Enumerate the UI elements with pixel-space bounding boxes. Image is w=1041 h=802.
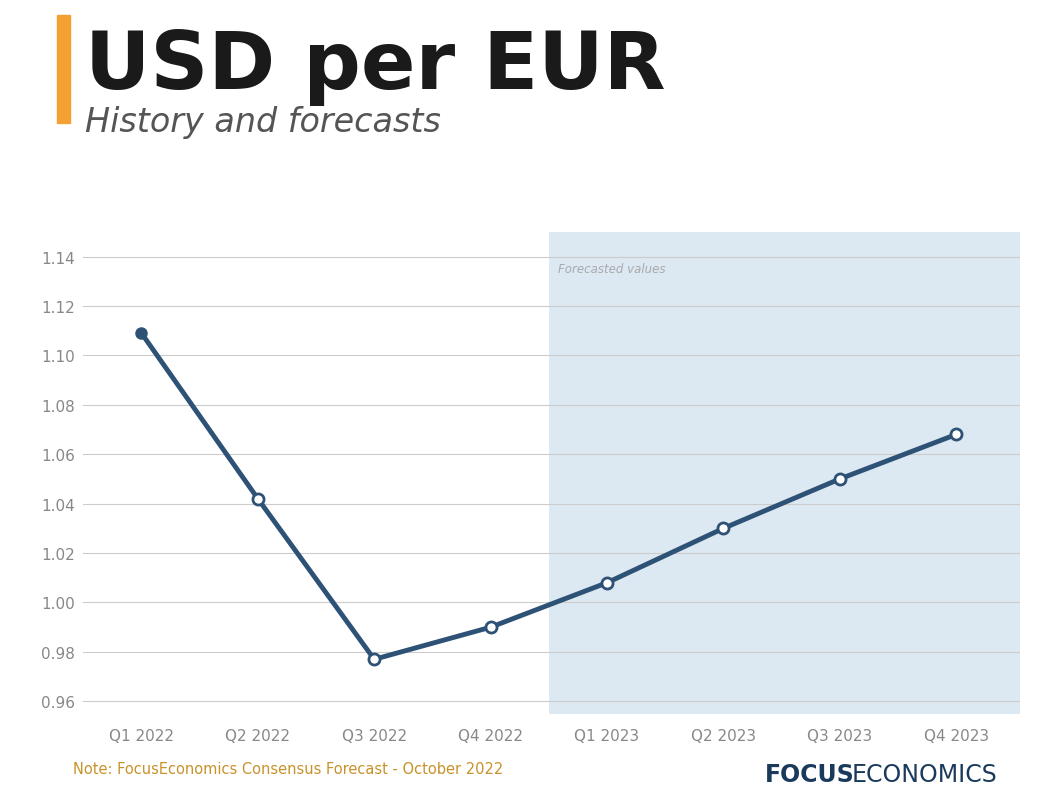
Text: Forecasted values: Forecasted values [558,262,665,275]
Text: FOCUS: FOCUS [765,762,855,786]
Text: History and forecasts: History and forecasts [85,106,441,139]
Bar [549,233,1020,714]
Text: Note: FocusEconomics Consensus Forecast - October 2022: Note: FocusEconomics Consensus Forecast … [73,761,503,776]
Text: USD per EUR: USD per EUR [85,28,666,106]
Text: ECONOMICS: ECONOMICS [852,762,997,786]
